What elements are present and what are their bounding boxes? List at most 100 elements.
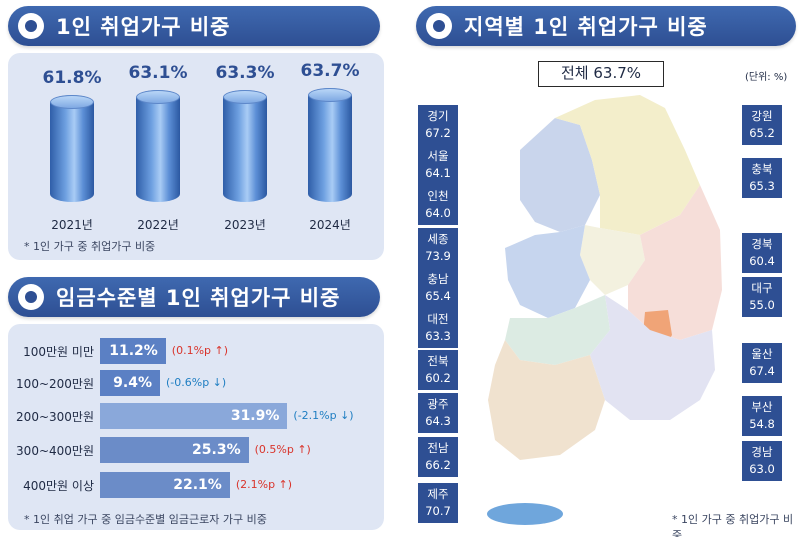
region-gyeongbuk-shape — [628, 185, 722, 340]
region-label: 세종 73.9 — [418, 228, 458, 268]
year-bar — [308, 88, 352, 202]
year-category-label: 2021년 — [51, 218, 93, 232]
regional-total: 전체 63.7% — [538, 61, 664, 87]
region-jeonnam-shape — [488, 340, 605, 460]
year-bar — [136, 90, 180, 202]
year-value-label: 63.3% — [215, 62, 275, 83]
region-value: 65.3 — [749, 179, 775, 193]
year-bar — [50, 95, 94, 202]
region-value: 73.9 — [425, 249, 451, 263]
region-value: 64.1 — [425, 166, 451, 180]
region-value: 54.8 — [749, 417, 775, 431]
bullet-icon — [18, 13, 44, 39]
single-person-note: * 1인 가구 중 취업가구 비중 — [24, 240, 156, 253]
region-name: 충북 — [751, 162, 773, 176]
region-label: 인천 64.0 — [418, 185, 458, 225]
wage-category-label: 100~200만원 — [16, 377, 94, 391]
region-name: 서울 — [427, 149, 449, 163]
wage-note: * 1인 취업 가구 중 임금수준별 임금근로자 가구 비중 — [24, 513, 267, 526]
region-chungnam-shape — [505, 225, 590, 318]
region-label: 광주 64.3 — [418, 393, 458, 433]
year-category-label: 2024년 — [309, 218, 351, 232]
regional-unit: (단위: %) — [745, 72, 788, 83]
wage-category-label: 400만원 이상 — [23, 479, 94, 493]
region-name: 강원 — [751, 109, 773, 123]
region-name: 인천 — [427, 189, 449, 203]
wage-title: 임금수준별 1인 취업가구 비중 — [56, 286, 341, 310]
region-gyeonggi-shape — [520, 118, 600, 232]
region-value: 67.4 — [749, 364, 775, 378]
region-label: 전북 60.2 — [418, 350, 458, 390]
region-name: 부산 — [751, 400, 773, 414]
year-category-label: 2022년 — [137, 218, 179, 232]
region-label: 충북 65.3 — [742, 158, 782, 198]
region-name: 제주 — [427, 487, 449, 501]
bullet-icon — [18, 284, 44, 310]
wage-change-label: (0.5%p ↑) — [254, 443, 311, 456]
region-value: 64.0 — [425, 206, 451, 220]
region-value: 65.2 — [749, 126, 775, 140]
region-name: 대구 — [751, 281, 773, 295]
region-label: 부산 54.8 — [742, 396, 782, 436]
wage-change-label: (-2.1%p ↓) — [293, 409, 354, 422]
region-value: 55.0 — [749, 298, 775, 312]
regional-note: * 1인 가구 중 취업가구 비중 — [672, 513, 794, 537]
region-label: 경기 67.2 — [418, 105, 458, 145]
regional-title: 지역별 1인 취업가구 비중 — [464, 15, 708, 39]
wage-change-label: (0.1%p ↑) — [171, 344, 229, 357]
wage-category-label: 100만원 미만 — [23, 345, 94, 359]
region-label: 강원 65.2 — [742, 105, 782, 145]
region-value: 60.2 — [425, 371, 451, 385]
regional-section-header: 지역별 1인 취업가구 비중 — [416, 6, 796, 46]
region-gyeongnam-shape — [590, 295, 715, 420]
wage-category-label: 200~300만원 — [16, 410, 94, 424]
region-label: 울산 67.4 — [742, 343, 782, 383]
year-bar-top — [308, 88, 352, 103]
bullet-icon — [426, 13, 452, 39]
region-label: 경북 60.4 — [742, 233, 782, 273]
wage-bar: 31.9% — [100, 403, 288, 429]
region-chungbuk-shape — [580, 225, 645, 295]
region-label: 대전 63.3 — [418, 308, 458, 348]
region-value: 66.2 — [425, 458, 451, 472]
region-name: 경기 — [427, 109, 449, 123]
region-name: 광주 — [427, 397, 449, 411]
region-name: 대전 — [427, 312, 449, 326]
region-name: 세종 — [427, 232, 449, 246]
region-value: 63.3 — [425, 329, 451, 343]
region-value: 70.7 — [425, 504, 451, 518]
region-label: 경남 63.0 — [742, 441, 782, 481]
wage-category-label: 300~400만원 — [16, 444, 94, 458]
wage-bar: 22.1% — [100, 472, 230, 498]
region-jeju-shape — [487, 503, 563, 525]
wage-bar: 11.2% — [100, 338, 166, 364]
region-label: 대구 55.0 — [742, 277, 782, 317]
wage-change-label: (-0.6%p ↓) — [166, 376, 227, 389]
region-name: 충남 — [427, 272, 449, 286]
wage-section-header: 임금수준별 1인 취업가구 비중 — [8, 277, 380, 317]
year-bar — [223, 89, 267, 202]
region-label: 충남 65.4 — [418, 268, 458, 308]
region-value: 65.4 — [425, 289, 451, 303]
year-value-label: 63.1% — [128, 63, 188, 84]
region-value: 60.4 — [749, 254, 775, 268]
single-person-section-header: 1인 취업가구 비중 — [8, 6, 380, 46]
region-name: 전북 — [427, 354, 449, 368]
region-gangwon-shape — [555, 95, 700, 235]
region-name: 전남 — [427, 441, 449, 455]
wage-bar: 25.3% — [100, 437, 249, 463]
region-value: 63.0 — [749, 462, 775, 476]
region-value: 64.3 — [425, 414, 451, 428]
region-name: 울산 — [751, 347, 773, 361]
region-label: 전남 66.2 — [418, 437, 458, 477]
single-person-title: 1인 취업가구 비중 — [56, 15, 231, 39]
wage-bar: 9.4% — [100, 370, 160, 396]
year-bar-top — [50, 95, 94, 110]
region-name: 경북 — [751, 237, 773, 251]
wage-change-label: (2.1%p ↑) — [235, 478, 293, 491]
region-label: 제주 70.7 — [418, 483, 458, 523]
region-label: 서울 64.1 — [418, 145, 458, 185]
year-value-label: 61.8% — [42, 68, 102, 89]
year-category-label: 2023년 — [224, 218, 266, 232]
year-value-label: 63.7% — [300, 61, 360, 82]
